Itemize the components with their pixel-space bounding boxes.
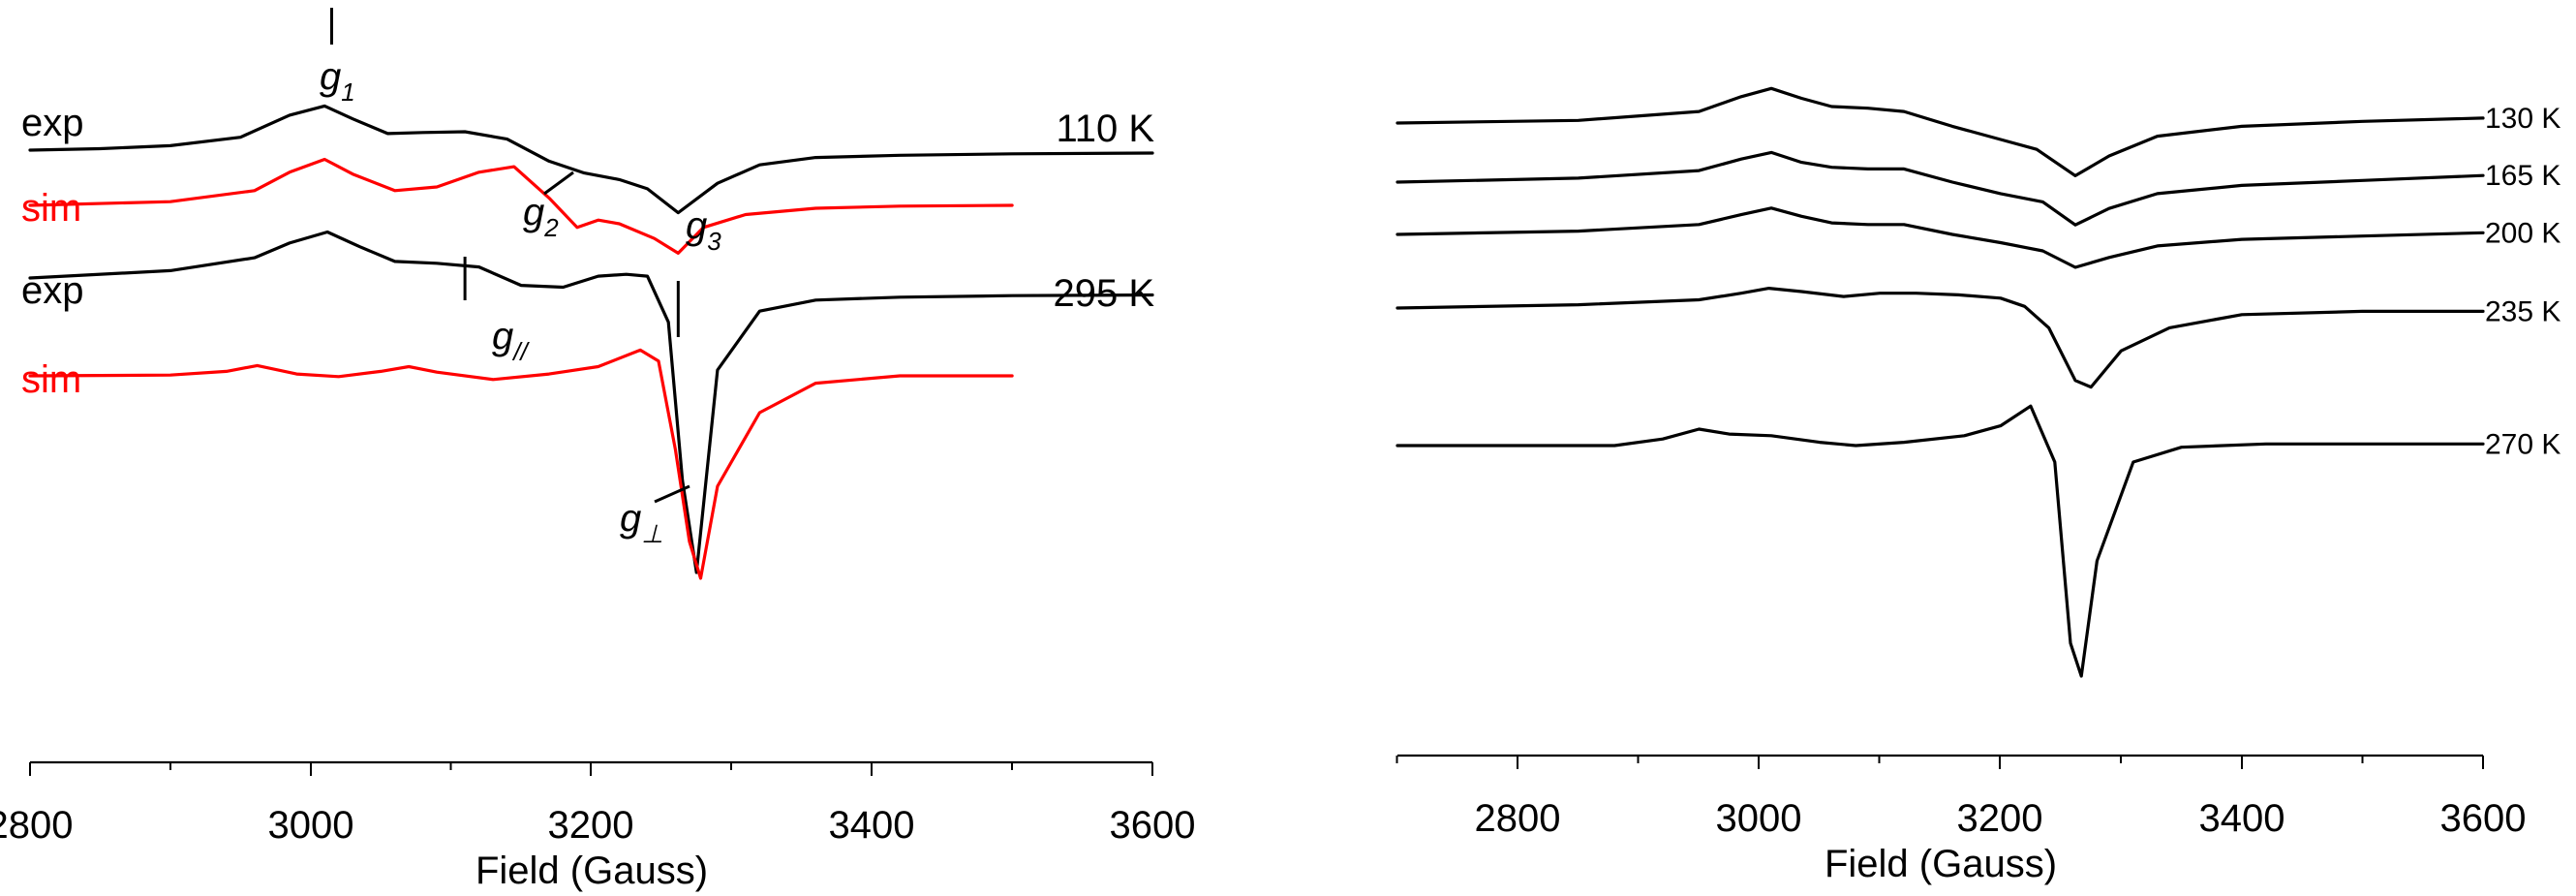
trace-spectrum-2	[1395, 150, 2485, 227]
temperature-label: 200 K	[2485, 217, 2561, 249]
x-axis-title: Field (Gauss)	[475, 850, 708, 892]
trace-label-sim: sim	[21, 187, 81, 230]
trace-sim-2	[28, 157, 1014, 255]
x-tick-label: 2800	[1475, 797, 1561, 840]
trace-exp-3	[28, 230, 1154, 574]
x-tick-label: 3400	[829, 804, 915, 847]
x-tick-label: 3000	[1716, 797, 1802, 840]
x-tick-label: 3200	[1957, 797, 2043, 840]
trace-sim-4	[28, 348, 1014, 580]
x-tick-label: 3600	[2440, 797, 2527, 840]
g-parallel-label: g//	[492, 315, 530, 366]
g2-label: g2	[523, 191, 559, 242]
chart-panel-1: 2800 3000 3200 3400 3600 Field (Gauss) exp 110 …	[0, 8, 1195, 892]
chart-panel-2: 2800 3000 3200 3400 3600 Field (Gauss) 130 K 16…	[1395, 86, 2561, 885]
g2-marker	[543, 170, 574, 196]
g3-label: g3	[686, 204, 721, 256]
temperature-label: 235 K	[2485, 295, 2561, 327]
temperature-label: 295 K	[1053, 272, 1154, 315]
trace-label-exp: exp	[21, 102, 84, 144]
trace-exp-1	[28, 104, 1154, 215]
trace-spectrum-4	[1395, 287, 2485, 389]
temperature-label: 130 K	[2485, 103, 2561, 135]
x-axis-title: Field (Gauss)	[1825, 843, 2057, 885]
x-tick-label: 3200	[548, 804, 634, 847]
x-tick-label: 3400	[2199, 797, 2285, 840]
temperature-label: 165 K	[2485, 160, 2561, 192]
trace-spectrum-3	[1395, 206, 2485, 269]
g-perp-label: g⊥	[620, 497, 663, 548]
x-tick-label: 2800	[0, 804, 73, 847]
trace-label-sim: sim	[21, 358, 81, 401]
temperature-label: 110 K	[1056, 108, 1154, 150]
x-tick-label: 3000	[268, 804, 354, 847]
trace-spectrum-1	[1395, 86, 2485, 177]
g-perp-marker	[654, 484, 690, 504]
temperature-label: 270 K	[2485, 428, 2561, 460]
g1-label: g1	[320, 55, 355, 107]
x-tick-label: 3600	[1110, 804, 1196, 847]
trace-label-exp: exp	[21, 269, 84, 312]
trace-spectrum-5	[1395, 404, 2485, 678]
